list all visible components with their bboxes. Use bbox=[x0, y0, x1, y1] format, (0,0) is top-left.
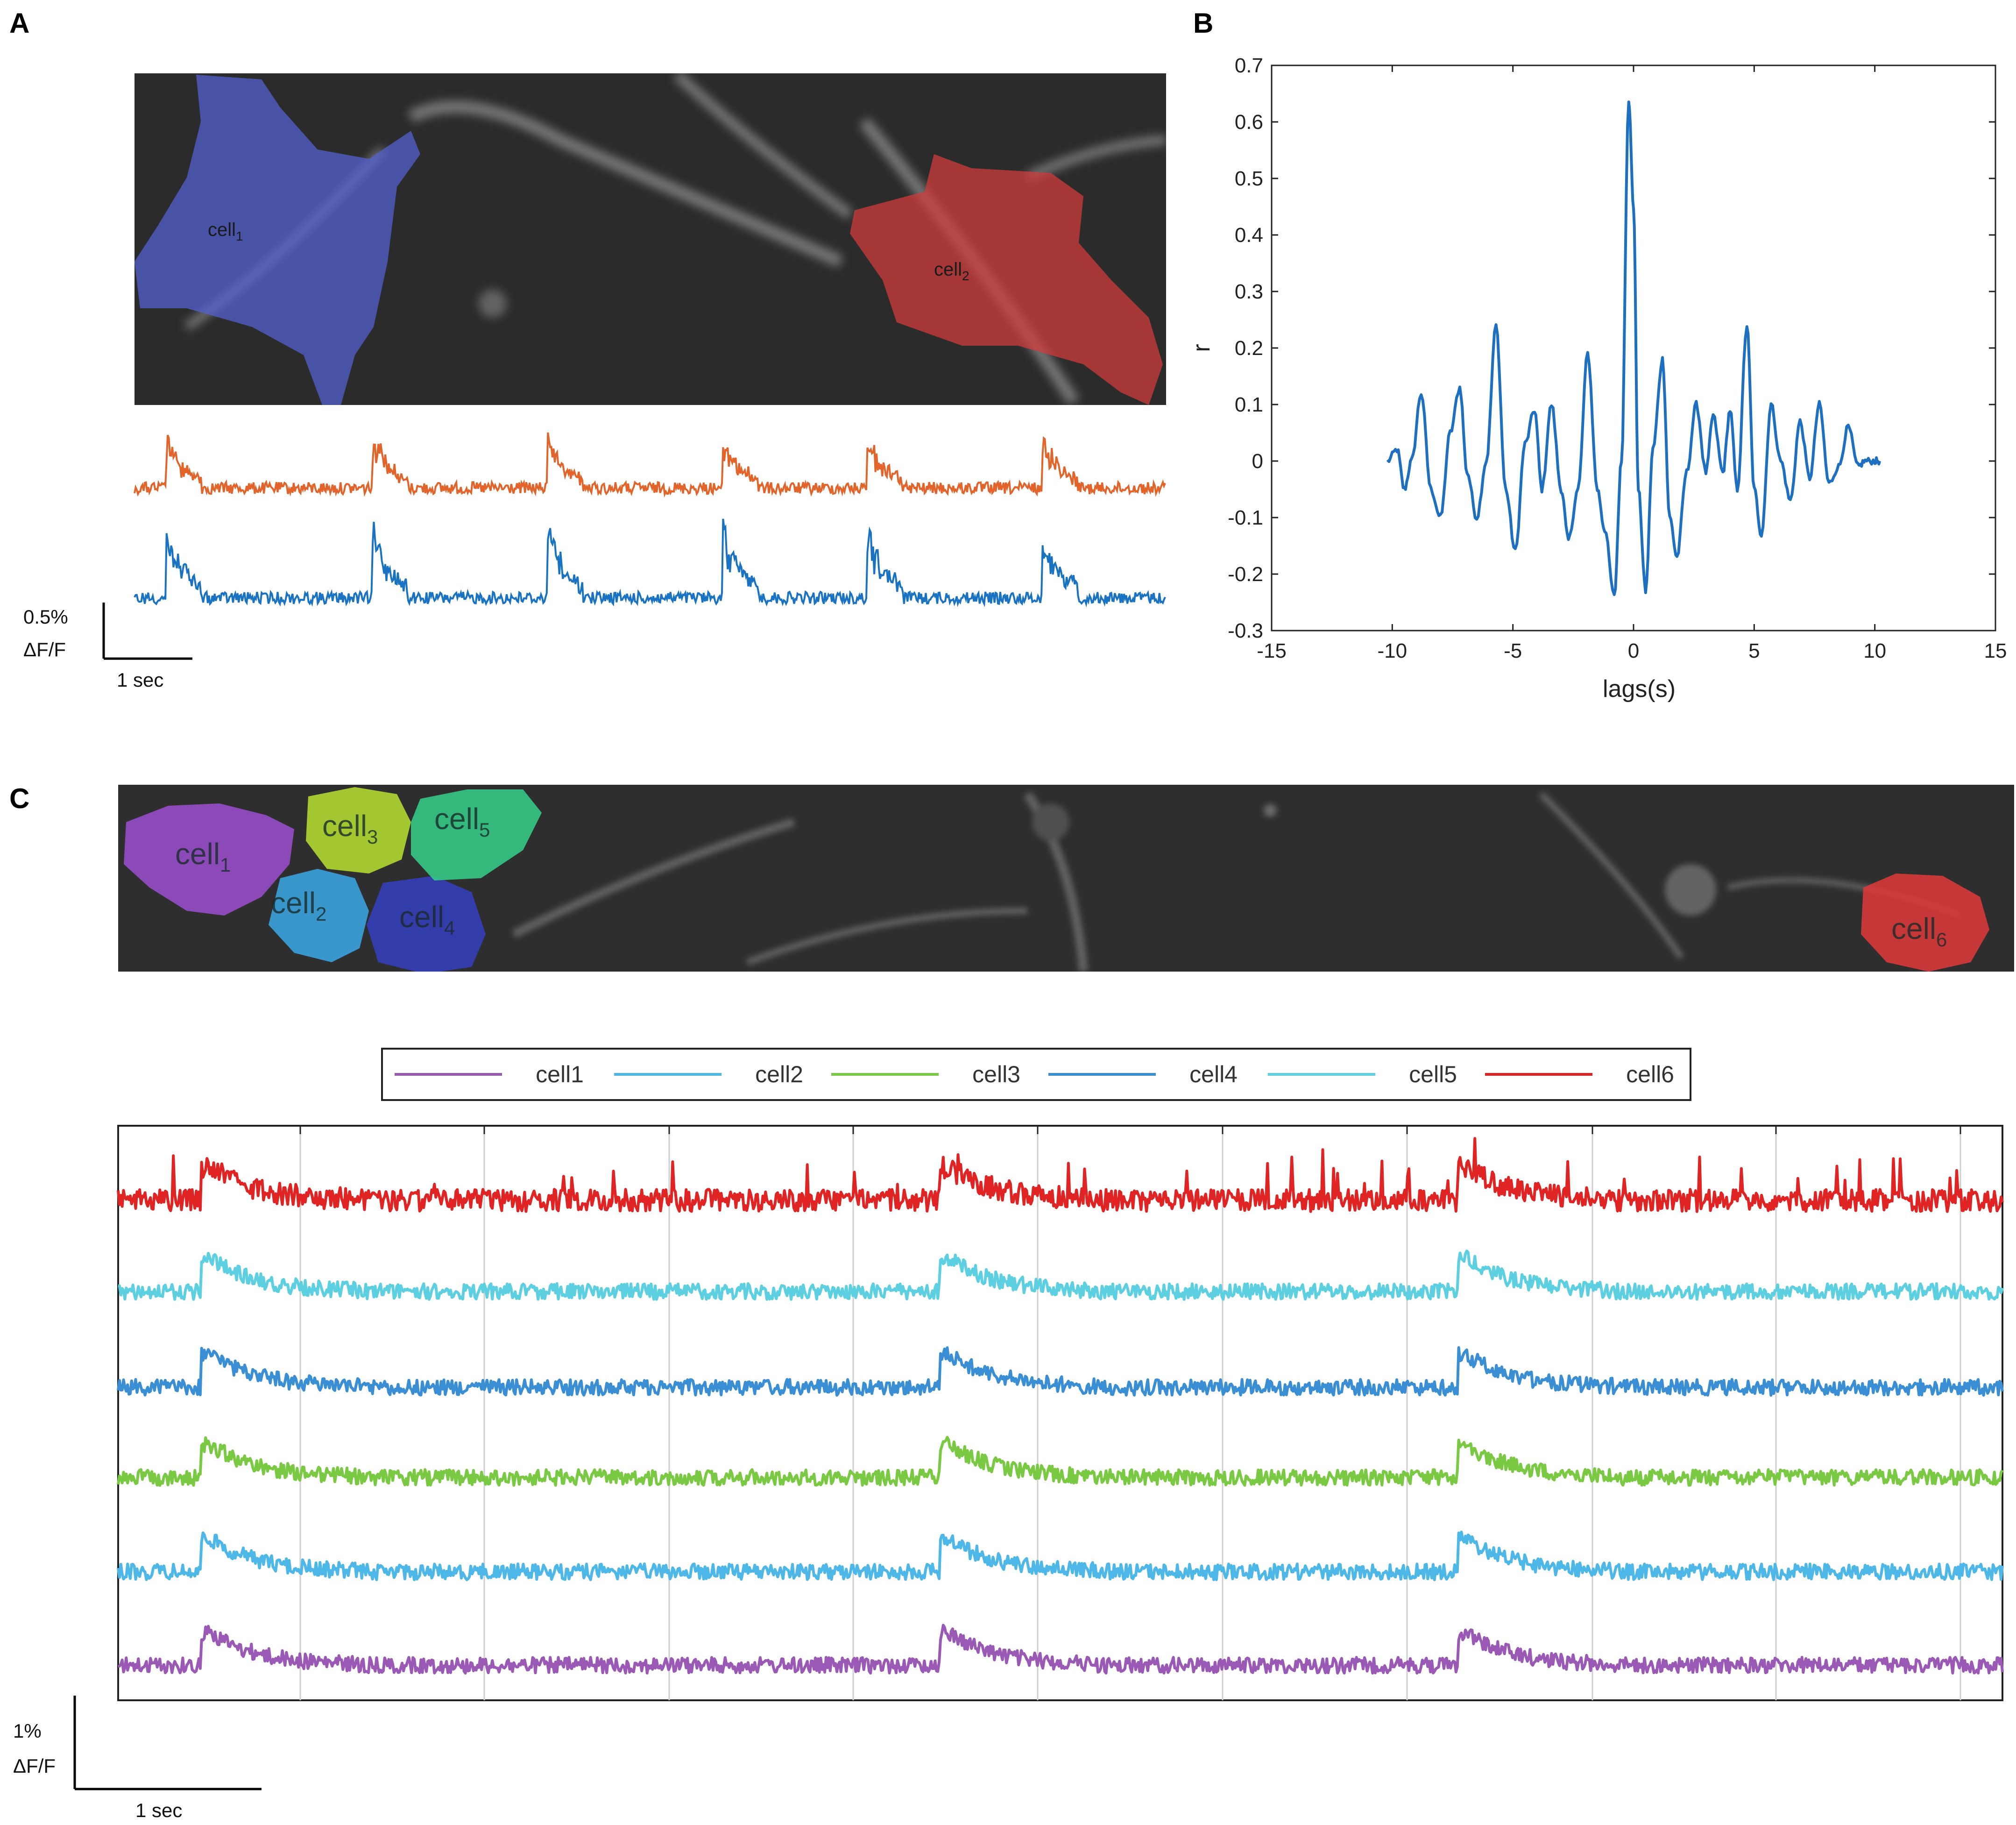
panel-b-ytick-label: 0.6 bbox=[1235, 111, 1263, 134]
panel-a-traces bbox=[134, 432, 1166, 608]
panel-b-ytick-label: 0.7 bbox=[1235, 54, 1263, 77]
panel-b-crosscorrelation-plot: -15 -10 -5 0 5 10 15 -0.3 -0.2 -0.1 0 0.1 0.2 0.3 0.4 0… bbox=[1228, 54, 2007, 662]
cell-c5-region bbox=[411, 789, 542, 881]
panel-b-xtick-label: 5 bbox=[1748, 639, 1760, 662]
panel-c-micrograph: cell1 cell2 cell3 cell4 cell5 cell6 bbox=[118, 785, 2014, 972]
panel-b-xtick-label: 10 bbox=[1863, 639, 1886, 662]
panel-c-legend-box bbox=[381, 1048, 1691, 1101]
panel-c-trace-cell3 bbox=[117, 1436, 2004, 1487]
panel-a-trace-cell1 bbox=[134, 518, 1166, 608]
panel-b-axes-box bbox=[1271, 64, 1996, 632]
cell-a2-label: cell2 bbox=[934, 259, 969, 283]
cell-c4-label: cell4 bbox=[399, 900, 455, 939]
panel-a-letter: A bbox=[9, 7, 29, 39]
panel-c-trace-cell5 bbox=[118, 1250, 2004, 1301]
cell-c1-label: cell1 bbox=[175, 837, 231, 876]
panel-c-axes-box bbox=[117, 1125, 2003, 1701]
panel-b-series-line bbox=[1386, 100, 1881, 596]
legend-label-cell2: cell2 bbox=[755, 1061, 803, 1087]
panel-b-xtick-label: -15 bbox=[1257, 639, 1287, 662]
panel-c-trace-cell6 bbox=[117, 1137, 2004, 1213]
cell-c3-label: cell3 bbox=[322, 809, 378, 848]
cell-a1-label: cell1 bbox=[208, 220, 243, 243]
panel-b-ytick-label: -0.1 bbox=[1228, 506, 1263, 529]
panel-c-scale-unit: ΔF/F bbox=[13, 1755, 56, 1777]
panel-c-scale-amplitude: 1% bbox=[13, 1720, 42, 1742]
panel-a-trace-cell2 bbox=[134, 432, 1166, 498]
panel-b-xtick-label: -10 bbox=[1378, 639, 1408, 662]
cell-c2-region bbox=[269, 869, 369, 962]
panel-b-xlabel: lags(s) bbox=[1603, 675, 1676, 703]
panel-b-ytick-label: -0.2 bbox=[1228, 563, 1263, 586]
panel-b-ytick-label: -0.3 bbox=[1228, 619, 1263, 642]
panel-b-ytick-label: 0 bbox=[1252, 450, 1263, 473]
cell-c2-label: cell2 bbox=[271, 886, 326, 925]
legend-label-cell6: cell6 bbox=[1626, 1061, 1674, 1087]
cell-c6-label: cell6 bbox=[1891, 912, 1947, 951]
panel-a-micrograph: cell1 cell2 bbox=[134, 73, 1166, 405]
panel-b-xtick-label: 0 bbox=[1628, 639, 1639, 662]
panel-c-scale-bar: 1% ΔF/F 1 sec bbox=[13, 1696, 262, 1821]
cell-c3-region bbox=[306, 787, 411, 873]
panel-b-ytick-label: 0.3 bbox=[1235, 280, 1263, 303]
panel-b-ylabel: r bbox=[1188, 344, 1215, 352]
panel-b-letter: B bbox=[1193, 7, 1213, 39]
legend-label-cell1: cell1 bbox=[536, 1061, 584, 1087]
cell-c5-label: cell5 bbox=[434, 802, 490, 841]
panel-c-letter: C bbox=[9, 783, 29, 814]
panel-c-scale-time: 1 sec bbox=[135, 1799, 182, 1821]
cell-a2-region bbox=[850, 154, 1163, 405]
panel-a-scale-bar: 0.5% ΔF/F 1 sec bbox=[23, 603, 192, 691]
cell-c6-region bbox=[1861, 873, 1989, 972]
panel-c-trace-cell4 bbox=[117, 1346, 2004, 1397]
panel-b-ytick-label: 0.4 bbox=[1235, 224, 1263, 247]
panel-b-xtick-label: -5 bbox=[1504, 639, 1522, 662]
panel-c-traces-plot bbox=[117, 1125, 2004, 1701]
panel-a-scale-unit: ΔF/F bbox=[23, 639, 66, 660]
legend-label-cell4: cell4 bbox=[1189, 1061, 1238, 1087]
cell-c4-region bbox=[367, 876, 486, 972]
panel-c-legend: cell1 cell2 cell3 cell4 cell5 cell6 bbox=[381, 1048, 1691, 1101]
panel-b-ytick-label: 0.5 bbox=[1235, 167, 1263, 190]
panel-c-trace-cell1 bbox=[118, 1624, 2004, 1675]
panel-b-ytick-label: 0.2 bbox=[1235, 337, 1263, 360]
cell-c1-region bbox=[124, 803, 294, 916]
cell-a1-region bbox=[134, 75, 420, 405]
panel-c-trace-cell2 bbox=[117, 1530, 2004, 1581]
legend-label-cell5: cell5 bbox=[1409, 1061, 1457, 1087]
panel-b-xtick-label: 15 bbox=[1984, 639, 2007, 662]
panel-a-scale-amplitude: 0.5% bbox=[23, 606, 68, 628]
legend-label-cell3: cell3 bbox=[972, 1061, 1020, 1087]
panel-a-scale-time: 1 sec bbox=[117, 669, 163, 691]
panel-b-ytick-label: 0.1 bbox=[1235, 393, 1263, 416]
